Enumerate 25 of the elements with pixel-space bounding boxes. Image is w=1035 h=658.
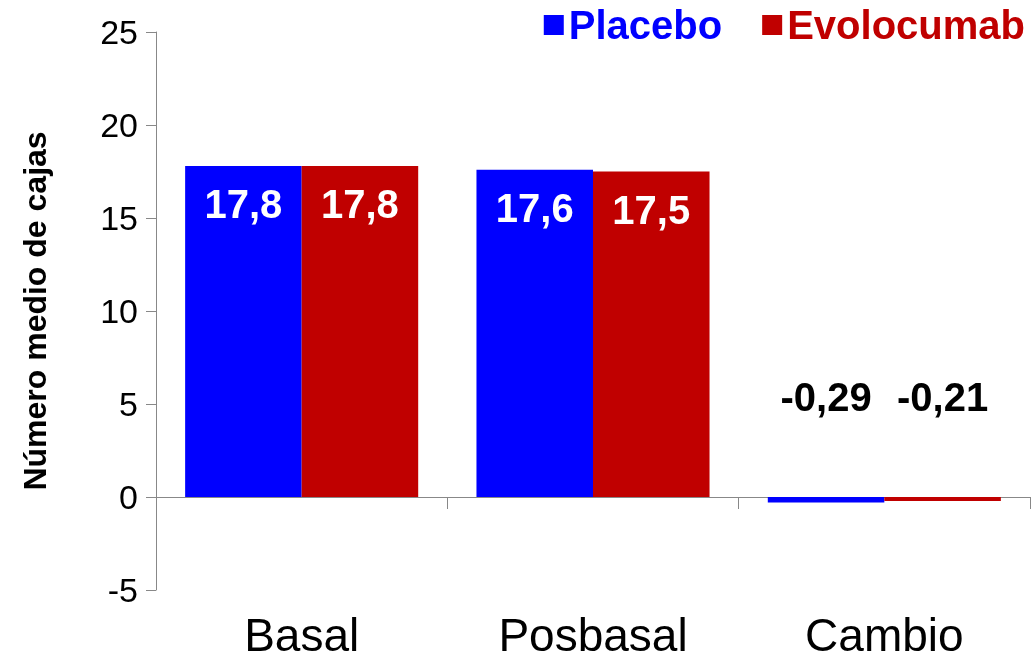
y-tick-label: 5 (119, 385, 138, 423)
legend-label: Placebo (568, 3, 723, 47)
y-tick-label: 20 (100, 106, 138, 144)
x-tick-label: Basal (244, 609, 360, 658)
y-tick-label: -5 (107, 571, 138, 609)
data-label: -0,21 (897, 375, 989, 419)
data-label: 17,8 (204, 181, 283, 226)
x-tick-label: Cambio (805, 609, 964, 658)
bar (884, 497, 1001, 501)
y-tick-label: 10 (100, 292, 138, 330)
data-label: 17,8 (321, 181, 399, 226)
bar (593, 171, 710, 497)
bar (301, 165, 419, 497)
x-tick-label: Posbasal (498, 609, 688, 658)
data-label: 17,6 (495, 185, 574, 230)
y-tick-label: 0 (119, 478, 138, 516)
bar (476, 169, 593, 497)
y-tick-label: 25 (100, 13, 138, 51)
y-tick-label: 15 (100, 199, 138, 237)
bar (767, 497, 885, 503)
y-axis-title: Número medio de cajas (17, 131, 53, 491)
bar (185, 165, 302, 497)
data-label: 17,5 (612, 187, 691, 232)
data-label: -0,29 (780, 375, 872, 419)
legend-label: Evolocumab (787, 3, 1026, 47)
